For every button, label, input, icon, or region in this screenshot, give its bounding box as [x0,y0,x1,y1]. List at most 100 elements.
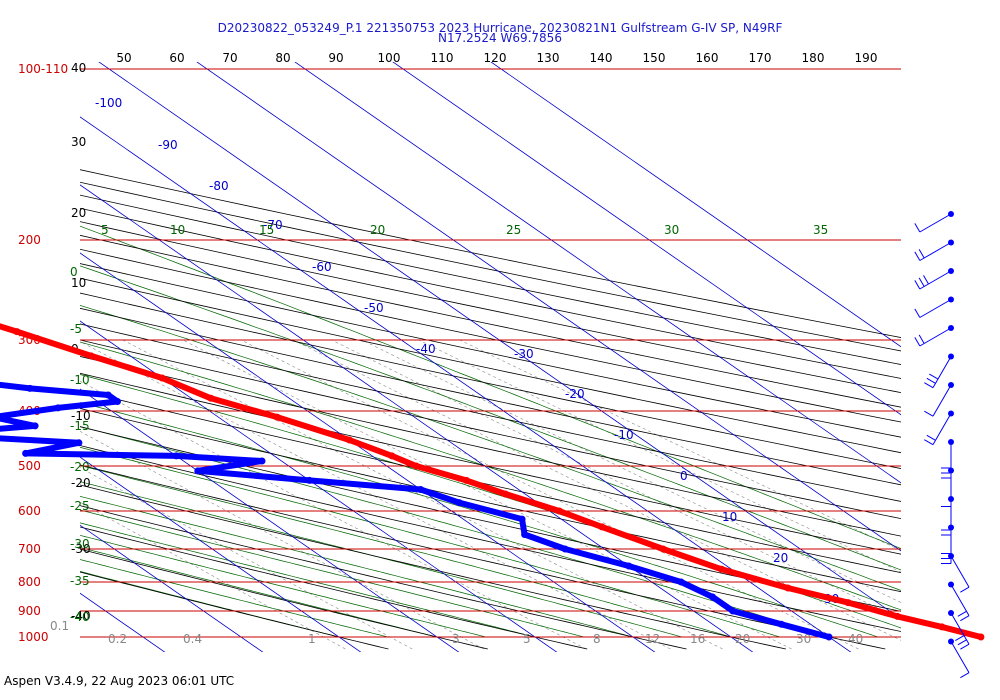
wind-barb-staff-0 [919,213,952,233]
moist-label-1: 10 [170,223,185,237]
wind-barb-dot-6 [948,382,954,388]
wind-barb-dot-5 [948,353,954,360]
left-black-label-3: 10 [71,276,86,290]
left-black-label-8: -40 [71,609,91,623]
top-tick-label-7: 120 [484,51,507,65]
dry-adiabat-140 [80,248,901,423]
top-tick-label-8: 130 [537,51,560,65]
temperature-profile-point-10 [388,452,396,460]
top-tick-label-6: 110 [431,51,454,65]
wind-barb-dot-7 [948,410,954,417]
isotherm-label-6: -40 [416,342,436,356]
wind-barb-staff-14 [950,612,970,645]
left-green-label-8: -40 [70,610,90,624]
wind-barb-dot-12 [948,553,954,559]
mixing-ratio-label-10: 30 [796,632,811,646]
dry-adiabat--20 [80,526,588,650]
moist-adiabat--35 [80,559,389,638]
isotherm-label-12: 20 [773,551,788,565]
wind-barb-dot-13 [948,581,954,588]
wind-barb-dot-2 [948,268,954,274]
dewpoint-profile-point-21 [194,467,202,475]
dry-adiabat-100 [80,307,901,486]
wind-barb-3 [914,296,954,318]
wind-barb-feather-1-1 [918,249,925,259]
wind-barb-feather-13-1 [957,610,967,617]
temperature-profile-point-15 [598,523,606,531]
top-tick-label-1: 60 [169,51,184,65]
top-tick-label-3: 80 [275,51,290,65]
isotherm-label-9: -10 [614,428,634,442]
mixing-ratio-label-0: 0.1 [50,619,69,633]
dewpoint-profile-point-15 [31,422,39,430]
isotherm-label-5: -50 [364,301,384,315]
left-black-label-5: -10 [71,409,91,423]
wind-barb-feather-12-0 [960,586,970,593]
temperature-profile-point-11 [412,462,420,470]
mixing-ratio-12 [293,339,901,641]
isotherm-label-4: -60 [312,260,332,274]
temperature-profile-point-16 [659,545,667,553]
left-green-label-2: -10 [70,373,90,387]
wind-barb-feather-7-0 [924,439,934,446]
isotherms [80,62,901,652]
top-tick-label-4: 90 [328,51,343,65]
dewpoint-profile-point-28 [625,562,633,570]
wind-barb-staff-2 [919,270,952,290]
wind-barb-staff-5 [932,356,952,388]
moist-adiabat--30 [80,547,438,638]
dry-adiabat--30 [80,548,488,650]
dry-adiabat--40 [80,571,389,650]
mixing-ratio-label-5: 5 [523,632,531,646]
dry-adiabat-200 [80,169,901,338]
isotherm-label-3: -70 [263,218,283,232]
moist-adiabat-0 [80,465,732,638]
wind-barb-feather-2-1 [918,277,925,287]
isotherm--60 [80,592,166,652]
temperature-profile-point-8 [273,413,281,421]
wind-barb-4 [914,325,954,347]
dewpoint-profile [0,381,832,640]
wind-barb-feather-5-0 [924,382,934,389]
temperature-profile-point-4 [13,328,21,336]
left-green-label-4: -20 [70,460,90,474]
wind-barb-feather-5-1 [926,377,936,384]
wind-barb-feather-14-0 [960,643,970,650]
wind-barb-staff-3 [919,299,952,318]
wind-barb-staff-1 [919,242,952,261]
top-tick-label-5: 100 [378,51,401,65]
mixing-ratio-0.4 [80,430,484,650]
mixing-ratio-2 [80,341,671,650]
moist-adiabat--20 [80,522,536,638]
dewpoint-profile-point-24 [455,499,463,507]
footer-version: Aspen V3.4.9, 22 Aug 2023 06:01 UTC [4,674,235,688]
left-black-label-6: -20 [71,476,91,490]
mixing-ratio-label-11: 40 [848,632,863,646]
top-tick-label-11: 160 [696,51,719,65]
moist-label-3: 20 [370,223,385,237]
dry-adiabat-20 [80,445,901,632]
wind-barb-15 [948,638,970,679]
chart-title-line2: N17.2524 W69.7856 [438,31,562,45]
wind-barb-feather-14-1 [957,639,967,646]
mixing-ratio-label-7: 12 [645,632,660,646]
moist-adiabat-10 [80,426,830,638]
temperature-profile-point-13 [501,490,509,498]
moist-adiabat--5 [80,481,683,638]
moist-adiabats [80,225,901,638]
wind-barb-feather-7-1 [926,434,936,441]
mixing-ratio-20 [361,339,901,603]
isotherm--10 [80,252,656,652]
dry-adiabat-160 [80,221,901,394]
wind-barb-feather-13-0 [960,615,970,622]
dry-adiabat-130 [80,263,901,438]
temperature-profile-point-9 [345,436,353,444]
pressure-label-1: 200 [18,233,41,247]
wind-barb-feather-4-0 [914,337,921,347]
isotherm--30 [80,388,460,652]
left-green-label-1: -5 [70,322,82,336]
temperature-profile-point-19 [844,599,852,607]
isotherm-label-1: -90 [158,138,178,152]
wind-barb-staff-7 [932,413,952,445]
